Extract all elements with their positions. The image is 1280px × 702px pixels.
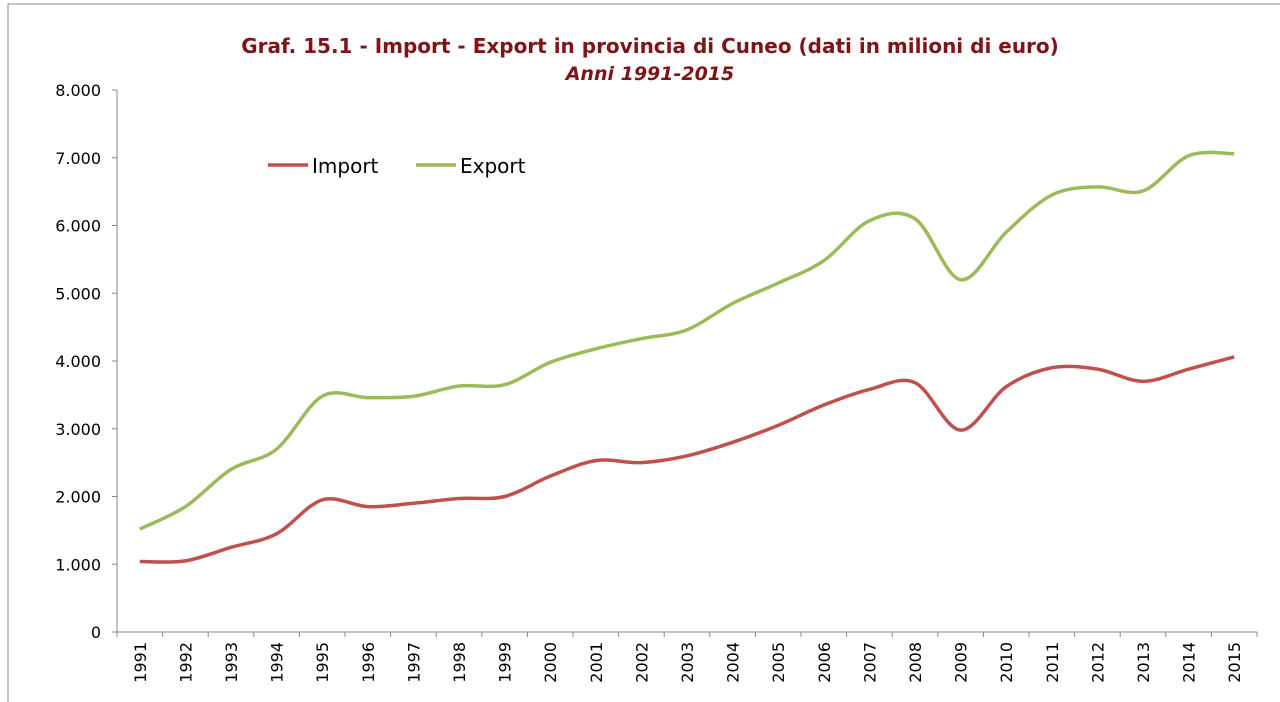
x-tick-label: 2015 xyxy=(1225,642,1244,683)
x-tick-label: 2009 xyxy=(952,642,971,683)
x-tick-label: 2002 xyxy=(632,642,651,683)
frame xyxy=(7,3,1280,702)
y-tick-label: 3.000 xyxy=(55,420,101,439)
y-tick-label: 6.000 xyxy=(55,217,101,236)
x-tick-label: 1995 xyxy=(313,642,332,683)
series-line xyxy=(139,150,1235,531)
y-tick-label: 5.000 xyxy=(55,284,101,303)
x-tick-label: 2010 xyxy=(997,642,1016,683)
y-tick-label: 1.000 xyxy=(55,555,101,574)
x-tick-label: 1994 xyxy=(268,642,287,683)
x-tick-label: 1996 xyxy=(359,642,378,683)
y-tick-label: 4.000 xyxy=(55,352,101,371)
chart-title: Graf. 15.1 - Import - Export in provinci… xyxy=(241,34,1059,58)
legend-label: Import xyxy=(312,154,379,178)
x-tick-label: 1992 xyxy=(176,642,195,683)
x-tick-label: 1993 xyxy=(222,642,241,683)
x-tick-label: 2001 xyxy=(587,642,606,683)
x-tick-label: 2000 xyxy=(541,642,560,683)
y-tick-label: 8.000 xyxy=(55,81,101,100)
series-line xyxy=(139,355,1235,564)
y-tick-label: 0 xyxy=(91,623,101,642)
y-tick-label: 2.000 xyxy=(55,488,101,507)
legend-label: Export xyxy=(460,154,526,178)
x-tick-label: 1999 xyxy=(496,642,515,683)
x-tick-label: 2003 xyxy=(678,642,697,683)
x-tick-label: 2011 xyxy=(1043,642,1062,683)
x-tick-label: 2004 xyxy=(724,642,743,683)
x-tick-label: 2014 xyxy=(1180,642,1199,683)
x-tick-label: 1998 xyxy=(450,642,469,683)
x-tick-label: 2006 xyxy=(815,642,834,683)
x-tick-label: 1991 xyxy=(131,642,150,683)
chart-subtitle: Anni 1991-2015 xyxy=(564,63,735,85)
x-tick-label: 2008 xyxy=(906,642,925,683)
x-tick-label: 2013 xyxy=(1134,642,1153,683)
y-tick-label: 7.000 xyxy=(55,149,101,168)
x-tick-label: 2005 xyxy=(769,642,788,683)
x-tick-label: 2012 xyxy=(1088,642,1107,683)
x-tick-label: 1997 xyxy=(404,642,423,683)
x-tick-label: 2007 xyxy=(860,642,879,683)
